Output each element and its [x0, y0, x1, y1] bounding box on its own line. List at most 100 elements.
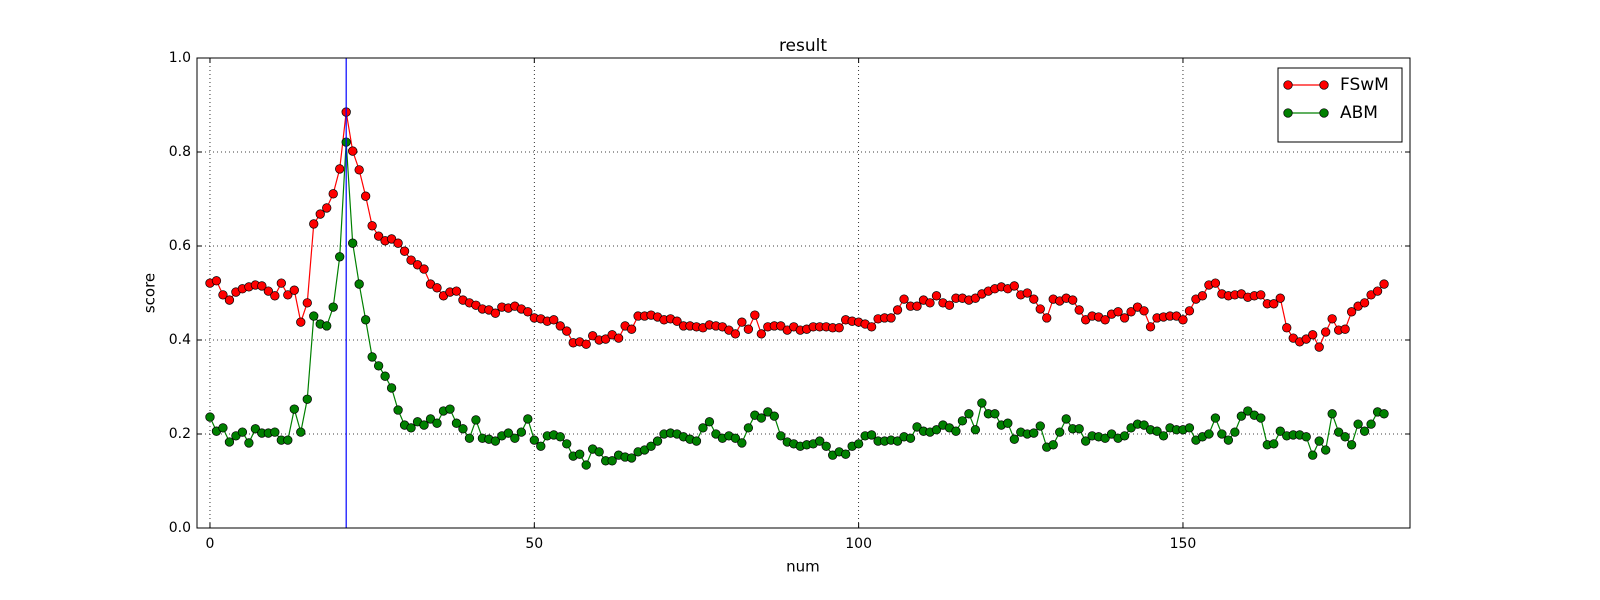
- data-point: [412, 260, 423, 270]
- data-point: [257, 281, 267, 291]
- data-point: [1327, 409, 1337, 419]
- data-point: [1119, 313, 1130, 323]
- data-point: [218, 423, 228, 433]
- y-tick-label: 0.0: [169, 520, 191, 536]
- data-point: [393, 405, 403, 415]
- data-point: [354, 165, 364, 175]
- data-point: [1366, 419, 1376, 429]
- data-point: [1327, 314, 1337, 324]
- data-point: [1230, 427, 1240, 437]
- data-point: [1210, 413, 1221, 423]
- x-tick-label: 100: [845, 536, 872, 552]
- data-point: [296, 427, 306, 437]
- data-point: [406, 423, 416, 433]
- data-point: [510, 433, 520, 443]
- data-point: [1308, 330, 1318, 340]
- data-point: [1003, 418, 1013, 428]
- data-point: [302, 298, 312, 308]
- data-point: [1035, 304, 1045, 314]
- data-point: [335, 164, 345, 174]
- data-point: [289, 404, 299, 414]
- data-point: [432, 283, 442, 293]
- data-point: [536, 441, 546, 451]
- data-point: [601, 334, 611, 344]
- data-point: [458, 424, 468, 434]
- data-point: [1379, 279, 1389, 289]
- data-point: [289, 285, 299, 295]
- data-point: [1081, 436, 1091, 446]
- data-point: [1184, 306, 1195, 316]
- data-point: [1314, 436, 1324, 446]
- x-tick-label: 150: [1170, 536, 1197, 552]
- data-point: [626, 453, 637, 463]
- data-point: [990, 409, 1000, 419]
- y-axis-label: score: [141, 273, 159, 313]
- y-tick-label: 0.8: [169, 144, 191, 160]
- data-point: [1100, 315, 1110, 325]
- data-point: [296, 317, 306, 327]
- data-point: [931, 425, 942, 435]
- data-point: [815, 436, 825, 446]
- data-point: [646, 441, 656, 451]
- data-point: [1184, 423, 1195, 433]
- data-point: [743, 324, 754, 334]
- data-point: [393, 238, 403, 248]
- data-point: [1243, 406, 1253, 416]
- data-point: [283, 435, 293, 445]
- data-point: [1301, 334, 1311, 344]
- data-point: [516, 427, 526, 437]
- data-point: [652, 436, 663, 446]
- data-point: [925, 298, 935, 308]
- data-point: [555, 321, 565, 331]
- data-point: [613, 333, 624, 343]
- data-point: [588, 331, 598, 341]
- data-point: [348, 238, 358, 248]
- data-point: [464, 433, 475, 443]
- data-point: [886, 313, 896, 323]
- data-point: [335, 252, 345, 262]
- data-point: [691, 436, 702, 446]
- data-point: [769, 411, 779, 421]
- data-point: [1269, 299, 1279, 309]
- data-point: [970, 293, 981, 303]
- data-point: [931, 291, 942, 301]
- data-point: [1333, 427, 1344, 437]
- data-point: [977, 398, 987, 408]
- data-point: [399, 246, 410, 256]
- data-point: [445, 404, 455, 414]
- data-point: [1204, 429, 1214, 439]
- data-point: [276, 278, 286, 288]
- data-point: [451, 286, 462, 296]
- chart-title: result: [779, 36, 827, 56]
- data-point: [1346, 440, 1357, 450]
- legend-marker: [1319, 108, 1329, 118]
- data-point: [309, 311, 319, 321]
- data-point: [224, 437, 235, 447]
- data-point: [1282, 323, 1292, 333]
- y-tick-label: 0.6: [169, 238, 191, 254]
- data-point: [1256, 290, 1266, 300]
- data-point: [250, 424, 261, 434]
- data-point: [1061, 414, 1071, 424]
- data-point: [386, 234, 397, 244]
- data-point: [607, 456, 617, 466]
- data-point: [1256, 413, 1266, 423]
- data-point: [730, 433, 741, 443]
- data-point: [1340, 324, 1350, 334]
- data-point: [373, 361, 384, 371]
- data-point: [270, 427, 280, 437]
- data-point: [1139, 420, 1149, 430]
- data-point: [1029, 428, 1039, 438]
- plot-frame: [196, 57, 1411, 529]
- data-point: [406, 255, 416, 265]
- data-point: [756, 329, 766, 339]
- data-point: [490, 436, 501, 446]
- data-point: [1210, 278, 1221, 288]
- data-point: [1359, 298, 1370, 308]
- data-point: [302, 394, 312, 404]
- data-point: [1158, 431, 1169, 441]
- data-point: [1321, 445, 1331, 455]
- data-point: [270, 291, 280, 301]
- data-point: [821, 441, 831, 451]
